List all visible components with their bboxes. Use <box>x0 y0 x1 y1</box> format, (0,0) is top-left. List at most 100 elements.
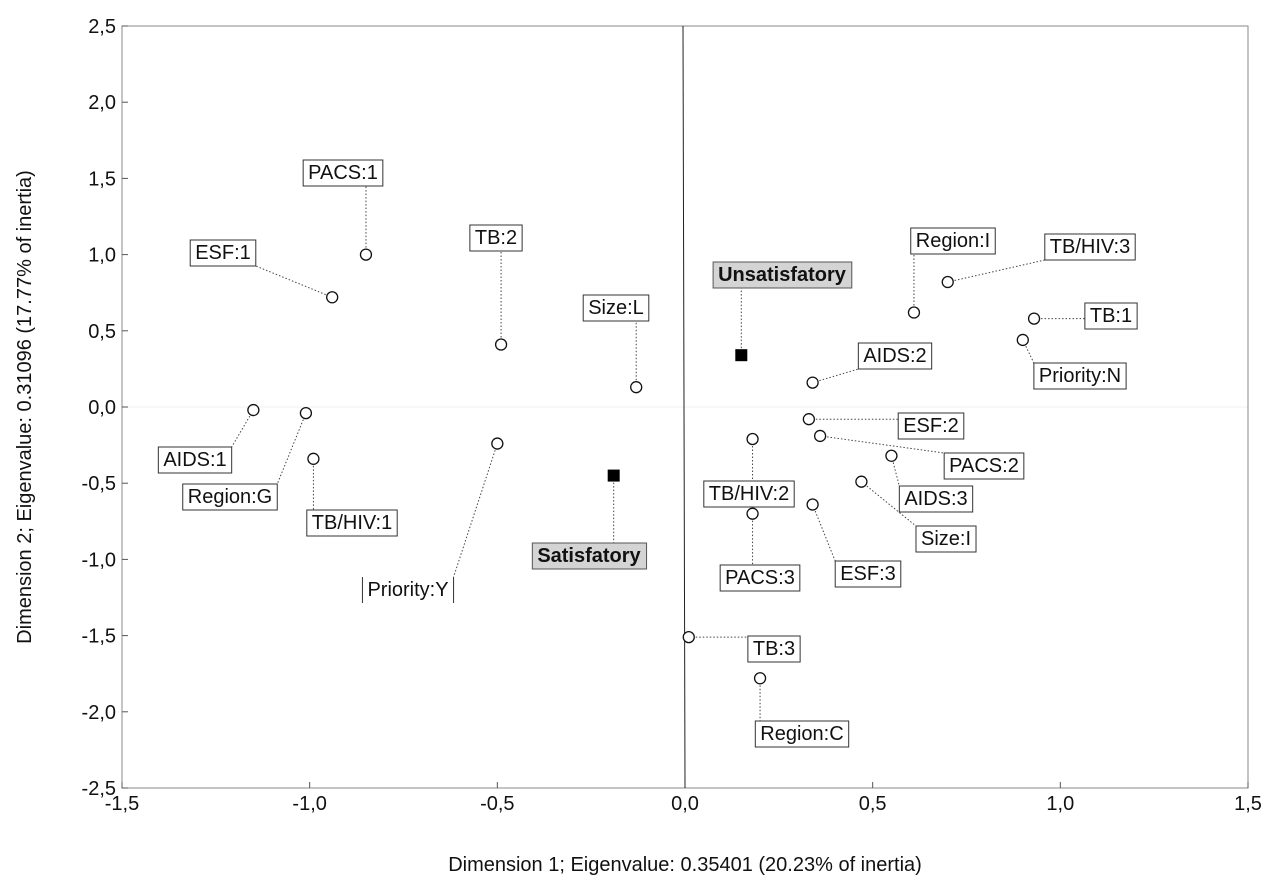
label-box <box>182 483 278 511</box>
markers-layer <box>247 248 1041 685</box>
point-label-region-c: Region:C <box>760 723 843 745</box>
marker-tb-hiv-2 <box>746 432 759 446</box>
label-box <box>897 412 965 440</box>
marker-pacs-2 <box>813 429 827 443</box>
y-tick-label: -1,5 <box>82 626 116 648</box>
y-tick-label: 0,0 <box>88 397 116 419</box>
marker-aids-2 <box>806 376 819 389</box>
point-label-satisfatory: Satisfatory <box>537 545 641 567</box>
leader-line-esf-3 <box>812 504 836 562</box>
marker-region-g <box>299 406 313 420</box>
point-label-unsatisfatory: Unsatisfatory <box>718 264 847 286</box>
label-box <box>910 227 996 255</box>
marker-pacs-3 <box>746 507 759 520</box>
point-label-tb-hiv-3: TB/HIV:3 <box>1050 236 1130 258</box>
y-tick-label: 0,5 <box>88 321 116 343</box>
point-label-aids-3: AIDS:3 <box>904 488 967 510</box>
point-label-size-l: Size:L <box>588 297 644 319</box>
point-label-priority-y: Priority:Y <box>367 579 448 601</box>
label-box <box>306 509 398 537</box>
marker-esf-1 <box>326 291 339 304</box>
leader-line-aids-1 <box>231 409 254 448</box>
label-box <box>754 720 850 748</box>
leader-line-size-i <box>861 481 917 527</box>
x-tick-label: -1,5 <box>105 793 139 815</box>
marker-tb-2 <box>494 338 508 351</box>
point-label-region-g: Region:G <box>188 486 273 508</box>
marker-esf-2 <box>802 413 816 426</box>
x-tick-label: 0,0 <box>671 793 699 815</box>
y-tick-label: -1,0 <box>82 549 116 571</box>
point-label-pacs-1: PACS:1 <box>308 162 378 184</box>
label-box <box>719 564 801 592</box>
marker-region-c <box>753 672 767 685</box>
marker-region-i <box>907 306 921 319</box>
y-tick-label: -2,0 <box>82 702 116 724</box>
label-box <box>747 635 801 663</box>
marker-size-i <box>855 475 868 488</box>
marker-priority-n <box>1016 333 1029 347</box>
point-label-esf-2: ESF:2 <box>903 415 959 437</box>
marker-aids-1 <box>247 403 260 417</box>
point-label-size-i: Size:I <box>921 528 971 550</box>
label-boxes-layer <box>157 159 1138 748</box>
y-tick-label: 1,0 <box>88 245 116 267</box>
point-labels-layer: PACS:1 ESF:1 TB:2 Size:L AIDS:1 Region:G TB/HI… <box>163 162 1132 745</box>
y-tick-label: 1,5 <box>88 168 116 190</box>
label-box <box>189 239 257 267</box>
ticks-layer: -1,5 -1,0 -0,5 0,0 0,5 1,0 1,5 2,5 2,0 1,5 1,0 0,5 0… <box>82 16 1262 815</box>
y-tick-label: 2,5 <box>88 16 116 38</box>
marker-pacs-1 <box>359 248 373 261</box>
label-box <box>834 560 902 588</box>
marker-unsatisfatory <box>735 349 748 362</box>
label-box <box>943 452 1025 480</box>
x-tick-label: 1,5 <box>1234 793 1262 815</box>
x-tick-label: -0,5 <box>480 793 514 815</box>
zero-axes-layer <box>122 25 1248 789</box>
point-label-esf-1: ESF:1 <box>195 242 251 264</box>
y-tick-label: -0,5 <box>82 473 116 495</box>
leader-line-esf-1 <box>255 265 333 298</box>
point-label-tb-hiv-2: TB/HIV:2 <box>709 483 789 505</box>
y-axis-title: Dimension 2; Eigenvalue: 0.31096 (17.77%… <box>14 170 36 644</box>
point-label-priority-n: Priority:N <box>1039 365 1121 387</box>
label-box <box>712 261 853 289</box>
leader-line-priority-y <box>453 443 498 578</box>
leader-line-aids-2 <box>812 368 859 384</box>
label-box <box>469 224 523 252</box>
point-label-tb-1: TB:1 <box>1090 305 1132 327</box>
point-label-esf-3: ESF:3 <box>840 563 896 585</box>
point-label-aids-1: AIDS:1 <box>163 449 226 471</box>
label-box <box>582 294 650 322</box>
marker-tb-3 <box>682 630 695 644</box>
label-box <box>898 485 974 513</box>
label-box <box>531 542 648 570</box>
point-label-region-i: Region:I <box>916 230 991 252</box>
y-tick-label: -2,5 <box>82 778 116 800</box>
point-label-tb-hiv-1: TB/HIV:1 <box>312 512 392 534</box>
marker-size-l <box>630 381 643 394</box>
point-label-aids-2: AIDS:2 <box>863 345 926 367</box>
marker-aids-3 <box>885 449 898 462</box>
label-box <box>915 525 977 553</box>
marker-satisfatory <box>607 469 620 482</box>
point-label-tb-2: TB:2 <box>475 227 517 249</box>
label-box <box>157 446 233 474</box>
label-box <box>302 159 384 187</box>
label-box <box>1033 362 1127 390</box>
marker-tb-1 <box>1027 312 1041 325</box>
marker-tb-hiv-1 <box>307 452 320 465</box>
x-tick-label: -1,0 <box>292 793 326 815</box>
leader-line-tb-hiv-3 <box>947 259 1045 283</box>
label-box <box>1044 233 1136 261</box>
label-box <box>1084 302 1138 330</box>
marker-tb-hiv-3 <box>941 275 954 289</box>
point-label-pacs-3: PACS:3 <box>725 567 795 589</box>
x-tick-label: 1,0 <box>1046 793 1074 815</box>
marker-esf-3 <box>806 498 819 511</box>
point-label-tb-3: TB:3 <box>753 638 795 660</box>
zero-vertical-axis <box>682 25 686 789</box>
marker-priority-y <box>491 437 504 450</box>
y-tick-label: 2,0 <box>88 92 116 114</box>
x-axis-title: Dimension 1; Eigenvalue: 0.35401 (20.23%… <box>448 854 922 876</box>
